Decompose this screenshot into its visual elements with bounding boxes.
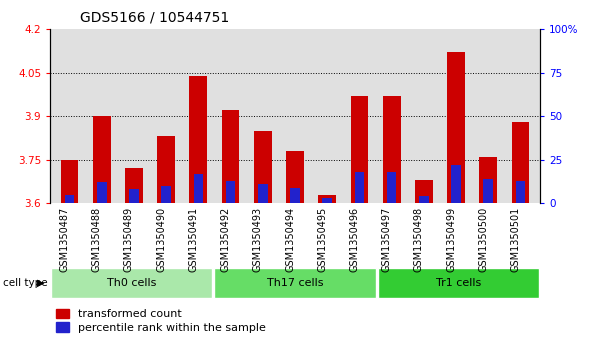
Bar [383, 96, 401, 203]
Text: Tr1 cells: Tr1 cells [435, 278, 481, 288]
Text: GSM1350489: GSM1350489 [124, 207, 134, 272]
Bar [158, 136, 175, 203]
Text: GDS5166 / 10544751: GDS5166 / 10544751 [80, 11, 229, 25]
Bar [254, 131, 271, 203]
Bar [214, 269, 376, 298]
Bar [480, 157, 497, 203]
Bar [483, 179, 493, 203]
Text: GSM1350496: GSM1350496 [349, 207, 359, 272]
Bar [512, 122, 529, 203]
Text: Th0 cells: Th0 cells [107, 278, 156, 288]
Text: GSM1350498: GSM1350498 [414, 207, 424, 272]
Bar [226, 181, 235, 203]
Text: ▶: ▶ [37, 278, 44, 288]
Bar [319, 195, 336, 203]
Text: GSM1350492: GSM1350492 [221, 207, 231, 272]
Text: GSM1350491: GSM1350491 [188, 207, 198, 272]
Bar [447, 52, 465, 203]
Bar [387, 172, 396, 203]
Text: cell type: cell type [3, 278, 48, 288]
Bar [355, 172, 364, 203]
Bar [290, 188, 300, 203]
Text: GSM1350500: GSM1350500 [478, 207, 489, 272]
Bar [61, 160, 78, 203]
Bar [125, 168, 143, 203]
Text: GSM1350501: GSM1350501 [510, 207, 520, 272]
Text: GSM1350494: GSM1350494 [285, 207, 295, 272]
Text: GSM1350493: GSM1350493 [253, 207, 263, 272]
Bar [378, 269, 539, 298]
Bar [222, 110, 240, 203]
Text: GSM1350490: GSM1350490 [156, 207, 166, 272]
Legend: transformed count, percentile rank within the sample: transformed count, percentile rank withi… [55, 309, 266, 333]
Bar [51, 269, 212, 298]
Bar [350, 96, 368, 203]
Bar [93, 116, 110, 203]
Text: GSM1350497: GSM1350497 [382, 207, 392, 272]
Bar [415, 180, 432, 203]
Bar [97, 182, 107, 203]
Bar [161, 186, 171, 203]
Text: Th17 cells: Th17 cells [267, 278, 323, 288]
Bar [516, 181, 525, 203]
Bar [258, 184, 268, 203]
Bar [419, 196, 429, 203]
Text: GSM1350499: GSM1350499 [446, 207, 456, 272]
Bar [65, 195, 74, 203]
Bar [189, 76, 207, 203]
Text: GSM1350487: GSM1350487 [60, 207, 70, 272]
Bar [194, 174, 203, 203]
Bar [129, 189, 139, 203]
Bar [322, 198, 332, 203]
Text: GSM1350495: GSM1350495 [317, 207, 327, 272]
Bar [451, 165, 461, 203]
Text: GSM1350488: GSM1350488 [91, 207, 101, 272]
Bar [286, 151, 304, 203]
